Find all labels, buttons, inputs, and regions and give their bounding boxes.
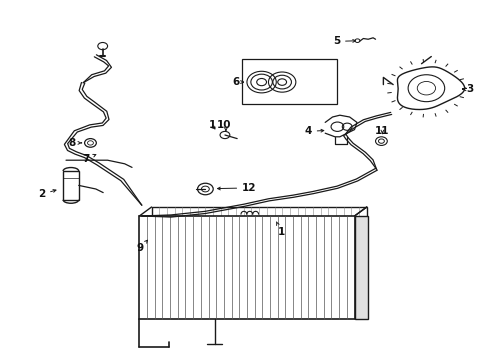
Text: 6: 6 bbox=[232, 77, 243, 87]
Text: 1: 1 bbox=[209, 120, 216, 130]
Text: 8: 8 bbox=[69, 138, 81, 148]
Text: 2: 2 bbox=[38, 189, 56, 199]
Text: 12: 12 bbox=[217, 183, 256, 193]
Bar bbox=[63, 171, 79, 200]
Bar bbox=[139, 216, 354, 319]
Text: 3: 3 bbox=[462, 84, 472, 94]
Text: 11: 11 bbox=[374, 126, 389, 136]
Text: 10: 10 bbox=[216, 120, 231, 130]
Bar bbox=[242, 59, 337, 104]
Text: 1: 1 bbox=[276, 222, 284, 237]
Text: 4: 4 bbox=[304, 126, 323, 136]
Text: 9: 9 bbox=[137, 240, 147, 253]
Text: 5: 5 bbox=[332, 36, 355, 46]
Text: 7: 7 bbox=[81, 154, 96, 164]
Bar bbox=[354, 216, 367, 319]
Bar bbox=[151, 207, 366, 310]
